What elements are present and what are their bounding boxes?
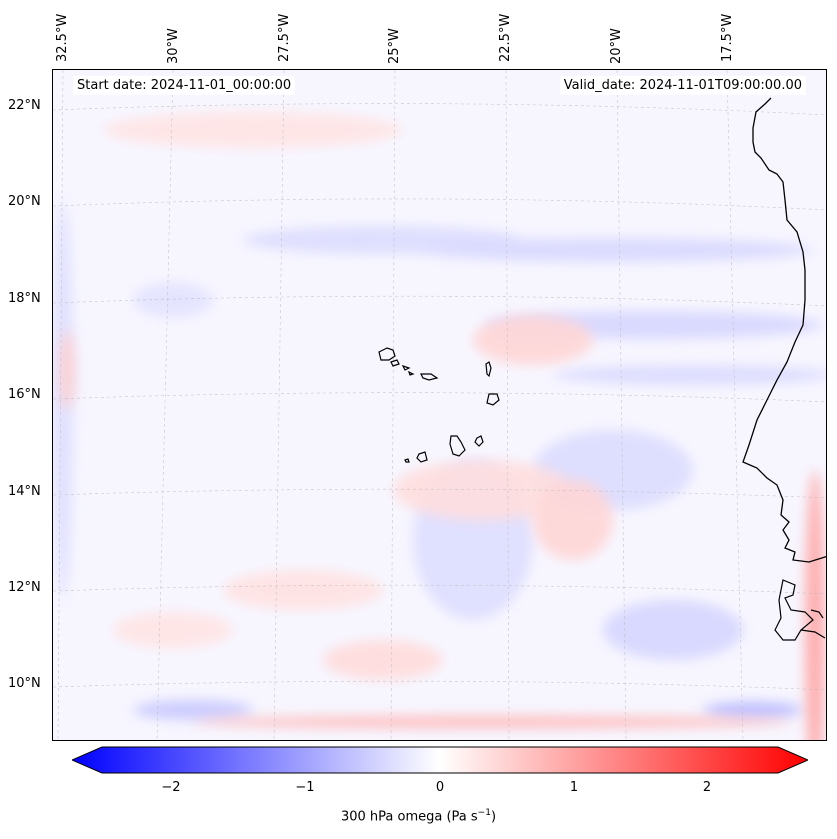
cb-tick: −2	[161, 780, 181, 795]
valid-date-label: Valid_date: 2024-11-01T09:00:00.00	[559, 76, 806, 95]
cb-tick: −1	[295, 780, 315, 795]
lat-label: 12°N	[8, 580, 41, 595]
cape-verde-islands	[378, 347, 500, 463]
omega-field	[53, 70, 826, 740]
start-date-label: Start date: 2024-11-01_00:00:00	[73, 76, 296, 95]
colorbar-label-end: )	[490, 809, 497, 825]
colorbar-label-text: 300 hPa omega (Pa s	[340, 809, 478, 825]
cb-tick: 0	[435, 780, 445, 795]
map-panel[interactable]: Start date: 2024-11-01_00:00:00 Valid_da…	[52, 69, 827, 741]
lat-label: 18°N	[8, 291, 41, 306]
lon-label: 27.5°W	[277, 13, 292, 62]
lon-label: 30°W	[166, 28, 181, 64]
cb-tick: 1	[569, 780, 579, 795]
coastline-path	[742, 97, 826, 563]
lat-label: 16°N	[8, 387, 41, 402]
lat-label: 10°N	[8, 676, 41, 691]
lon-label: 20°W	[609, 28, 624, 64]
colorbar-label-exp: −1	[477, 808, 491, 818]
lon-label: 25°W	[387, 28, 402, 64]
cb-tick: 2	[702, 780, 712, 795]
lon-label: 17.5°W	[720, 13, 735, 62]
lon-label: 22.5°W	[498, 13, 513, 62]
lat-label: 20°N	[8, 194, 41, 209]
lon-label: 32.5°W	[55, 13, 70, 62]
lat-label: 22°N	[8, 98, 41, 113]
lat-label: 14°N	[8, 484, 41, 499]
colorbar-label: 300 hPa omega (Pa s−1)	[0, 808, 837, 824]
colorbar	[72, 746, 808, 774]
